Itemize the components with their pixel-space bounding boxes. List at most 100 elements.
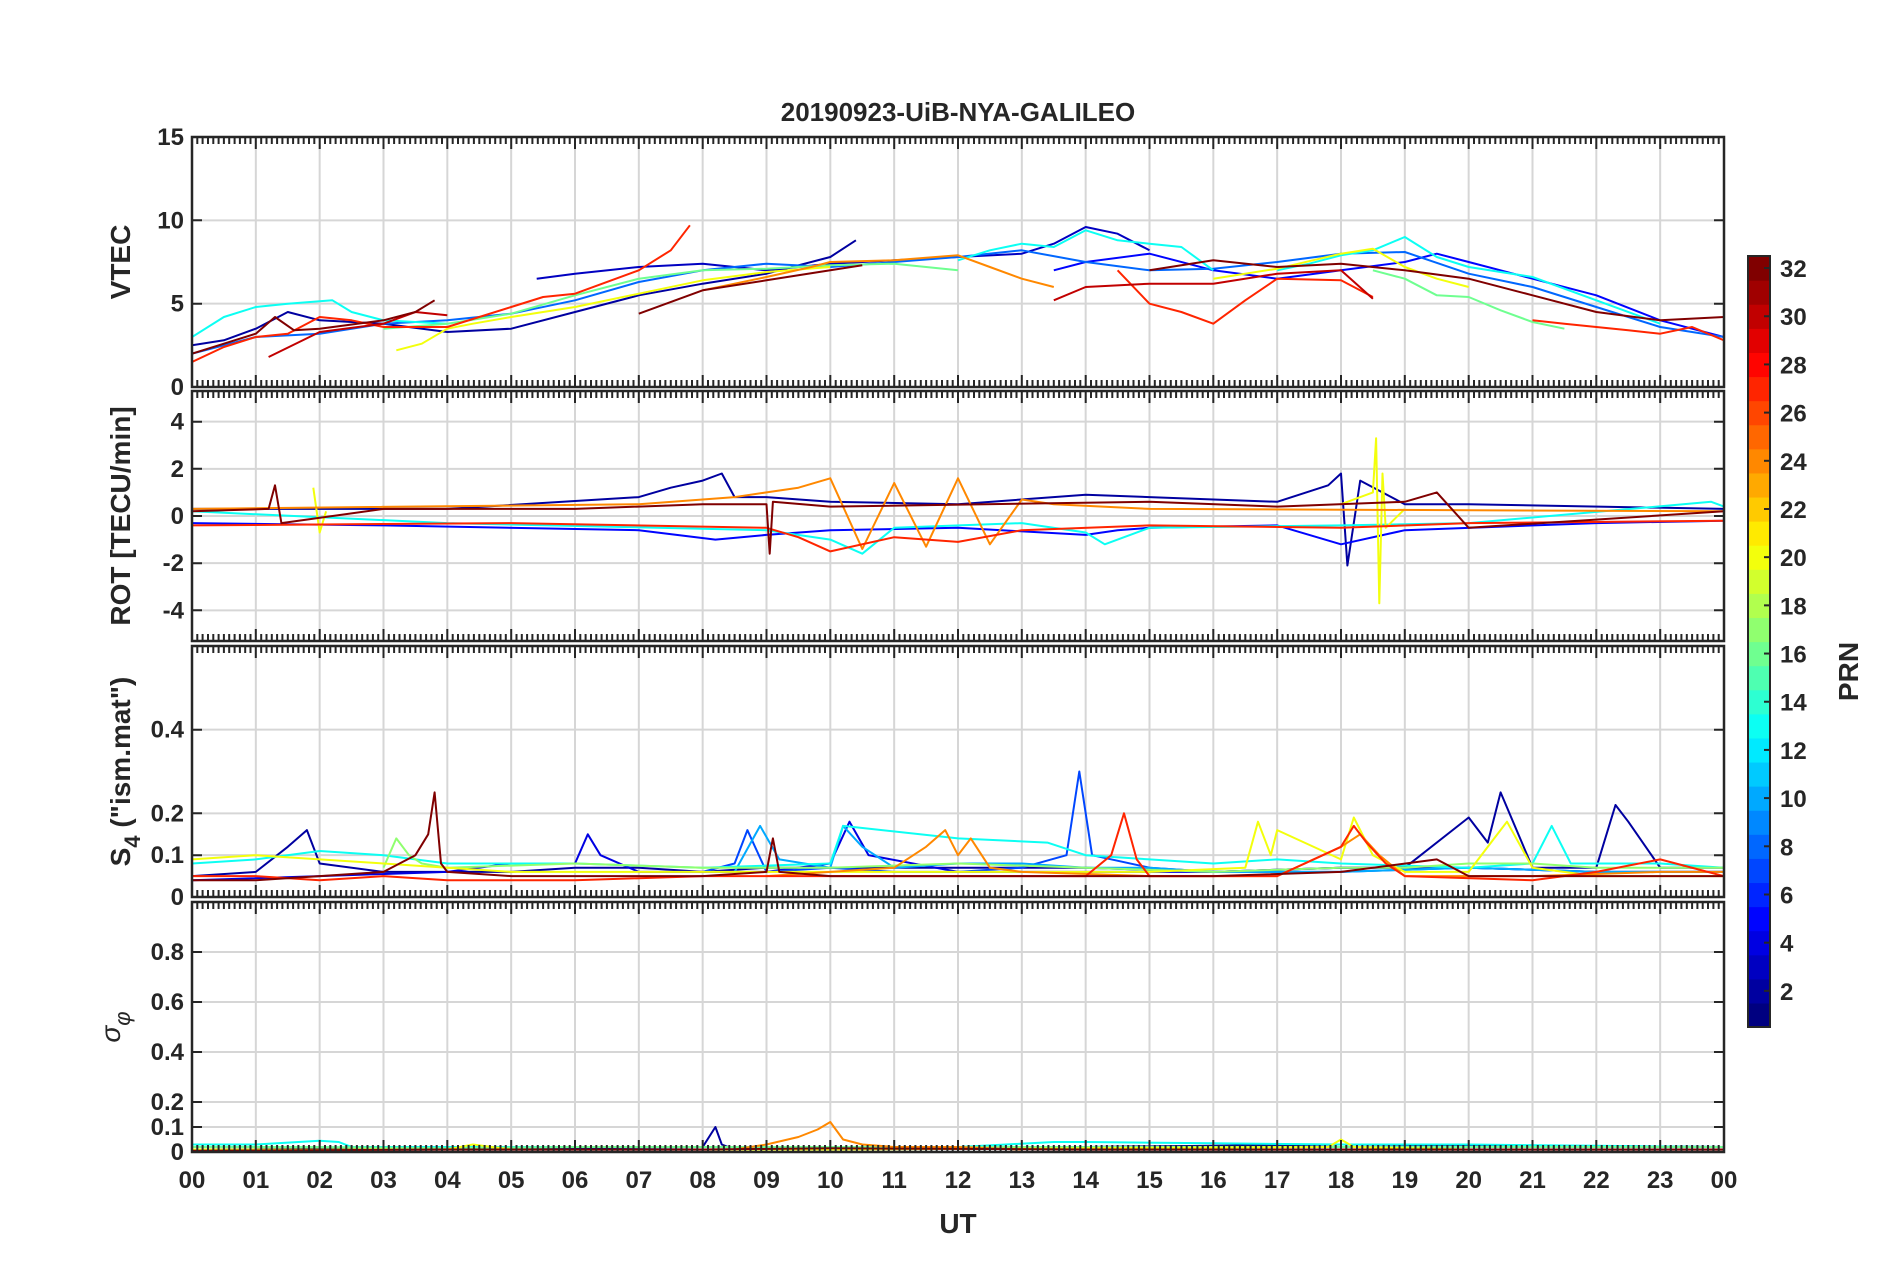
panel-rot: -4 -2 0 2 4 ROT [TECU/min] <box>105 389 1726 643</box>
x-tick-marks <box>191 137 1725 387</box>
colorbar-swatch <box>1748 424 1770 450</box>
colorbar-swatch <box>1748 858 1770 884</box>
x-tick-label: 10 <box>817 1167 844 1194</box>
x-tick-label: 15 <box>1136 1167 1163 1194</box>
colorbar-swatch <box>1748 328 1770 353</box>
colorbar-swatch <box>1748 569 1770 594</box>
series-line-prn-2 <box>192 239 857 347</box>
colorbar-swatch <box>1748 376 1770 402</box>
colorbar-swatch <box>1748 545 1770 570</box>
series-line-prn-13 <box>192 824 1724 869</box>
x-axis-label: UT <box>939 1208 976 1239</box>
y-tick-label: 0.8 <box>151 939 184 966</box>
series-line-prn-20 <box>192 816 1724 878</box>
colorbar-tick-label: 4 <box>1780 931 1794 958</box>
colorbar-tick-label: 6 <box>1780 882 1793 909</box>
y-tick-label: 0.2 <box>151 1089 184 1116</box>
series-line-prn-27 <box>192 519 1724 553</box>
series-line-prn-20 <box>312 487 328 534</box>
y-tick-label: 0.4 <box>151 717 185 744</box>
y-tick-label: 0.6 <box>151 989 184 1016</box>
x-tick-label: 02 <box>306 1167 333 1194</box>
series-line-prn-32 <box>192 299 436 355</box>
series-line-prn-17 <box>382 837 1724 873</box>
panel-sigma_phi: 00.10.2 0.4 0.6 0.8 σφ <box>95 900 1726 1166</box>
x-tick-label: 16 <box>1200 1167 1227 1194</box>
colorbar-swatch <box>1748 713 1770 739</box>
y-tick-label: 0 <box>171 884 184 911</box>
x-tick-marks <box>191 902 1725 1152</box>
x-tick-label: 17 <box>1264 1167 1291 1194</box>
colorbar-swatch <box>1748 1002 1770 1028</box>
x-tick-label: 11 <box>881 1167 906 1194</box>
x-tick-label: 18 <box>1328 1167 1355 1194</box>
series-line-prn-13 <box>957 229 1214 272</box>
y-tick-label: -2 <box>163 550 184 577</box>
colorbar-swatch <box>1748 304 1770 329</box>
series-line-prn-5 <box>192 519 1724 546</box>
x-tick-label: 21 <box>1519 1167 1546 1194</box>
x-tick-label: 09 <box>753 1167 780 1194</box>
series-line-prn-20 <box>1213 247 1469 288</box>
chart-title: 20190923-UiB-NYA-GALILEO <box>781 97 1136 127</box>
x-tick-label: 07 <box>625 1167 652 1194</box>
x-tick-marks <box>191 391 1725 641</box>
series-line-prn-20 <box>1340 437 1406 605</box>
panel-vtec: 0 5 10 15 VTEC <box>105 124 1726 401</box>
colorbar-swatch <box>1748 593 1770 618</box>
series-line-prn-32 <box>1149 259 1724 322</box>
colorbar-tick-label: 10 <box>1780 786 1807 813</box>
y-tick-marks <box>192 728 1724 898</box>
colorbar-tick-label: 22 <box>1780 497 1807 524</box>
x-tick-label: 04 <box>434 1167 461 1194</box>
y-axis-label: σφ <box>95 1011 135 1042</box>
y-tick-label: 0.2 <box>151 800 184 827</box>
colorbar-label: PRN <box>1833 642 1864 701</box>
x-tick-label: 12 <box>945 1167 972 1194</box>
y-tick-label: 4 <box>171 409 185 436</box>
y-tick-label: -4 <box>163 597 185 624</box>
colorbar-swatch <box>1748 521 1770 546</box>
y-tick-label: 0 <box>171 374 184 401</box>
series-line-prn-20 <box>192 1138 1724 1151</box>
y-tick-label: 0.1 <box>151 842 184 869</box>
y-tick-label: 0 <box>171 503 184 530</box>
colorbar-swatch <box>1748 954 1770 980</box>
y-tick-label: 5 <box>171 291 184 318</box>
colorbar-tick-label: 18 <box>1780 593 1807 620</box>
x-tick-label: 05 <box>498 1167 525 1194</box>
colorbar-tick-label: 12 <box>1780 738 1807 765</box>
colorbar-frame <box>1747 255 1771 1028</box>
colorbar-tick-label: 14 <box>1780 690 1807 717</box>
colorbar-swatch <box>1748 978 1770 1004</box>
series-line-prn-24 <box>192 477 1724 550</box>
panel-s4-series <box>192 770 1724 882</box>
y-axis-label: S4 ("ism.mat") <box>105 677 145 867</box>
series-line-prn-24 <box>702 254 1055 292</box>
y-tick-marks <box>192 136 1724 388</box>
colorbar-swatch <box>1748 786 1770 811</box>
x-tick-label: 22 <box>1583 1167 1610 1194</box>
colorbar-swatch <box>1748 665 1770 691</box>
series-line-prn-27 <box>192 812 1724 882</box>
x-tick-label: 08 <box>689 1167 716 1194</box>
series-line-prn-30 <box>1053 269 1374 302</box>
y-axis-label: VTEC <box>105 225 136 300</box>
x-tick-label: 01 <box>242 1167 269 1194</box>
x-tick-label: 14 <box>1072 1167 1099 1194</box>
y-tick-label: 15 <box>157 124 184 151</box>
colorbar-swatch <box>1748 352 1770 378</box>
colorbar-swatch <box>1748 737 1770 763</box>
colorbar-tick-label: 26 <box>1780 401 1807 428</box>
series-line-prn-27 <box>1116 269 1374 325</box>
x-tick-label: 00 <box>179 1167 206 1194</box>
panel-vtec-series <box>192 224 1724 363</box>
colorbar-tick-label: 8 <box>1780 834 1793 861</box>
colorbar-swatch <box>1748 810 1770 835</box>
series-line-prn-32 <box>192 484 1724 555</box>
series-line-prn-27 <box>1532 319 1724 342</box>
series-line-prn-13 <box>192 299 448 338</box>
panel-rot-series <box>192 437 1724 605</box>
colorbar-swatch <box>1748 834 1770 859</box>
